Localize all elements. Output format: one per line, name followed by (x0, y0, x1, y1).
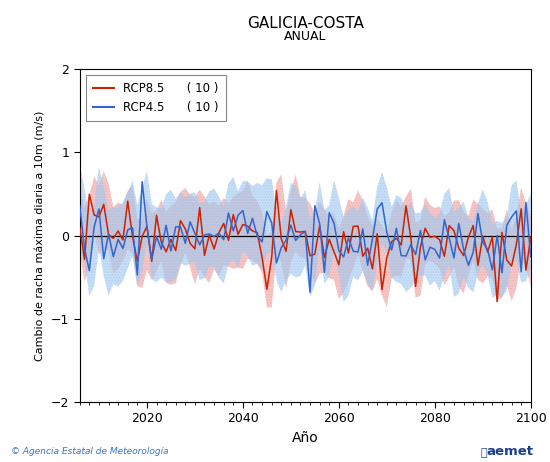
X-axis label: Año: Año (292, 431, 318, 445)
Text: 🐦: 🐦 (480, 448, 487, 458)
Text: aemet: aemet (487, 445, 534, 458)
Text: GALICIA-COSTA: GALICIA-COSTA (247, 16, 364, 31)
Legend: RCP8.5      ( 10 ), RCP4.5      ( 10 ): RCP8.5 ( 10 ), RCP4.5 ( 10 ) (86, 75, 226, 121)
Text: © Agencia Estatal de Meteorología: © Agencia Estatal de Meteorología (11, 448, 169, 456)
Y-axis label: Cambio de racha máxima diaria a 10m (m/s): Cambio de racha máxima diaria a 10m (m/s… (35, 110, 46, 361)
Text: ANUAL: ANUAL (284, 30, 327, 43)
